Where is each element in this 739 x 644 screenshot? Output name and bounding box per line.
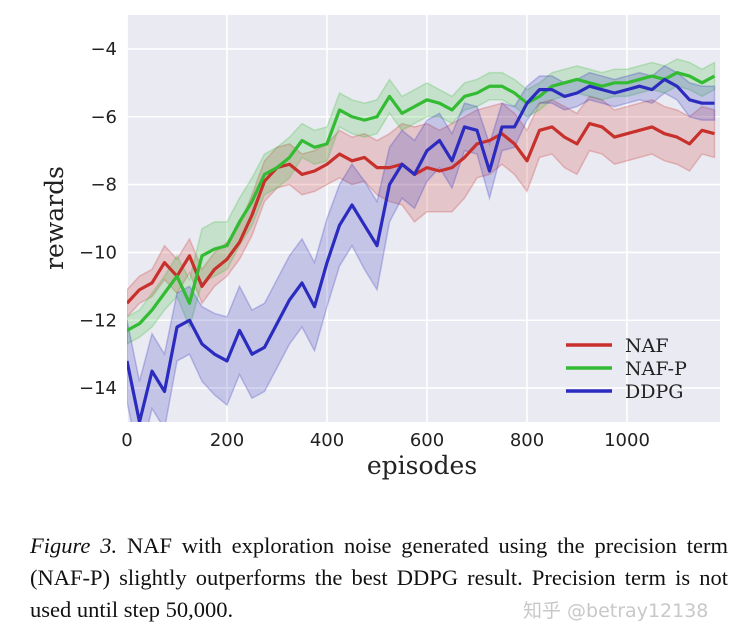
x-tick-label: 200	[210, 430, 244, 451]
legend-label: NAF-P	[625, 358, 687, 380]
y-tick-label: −14	[79, 378, 117, 399]
y-axis-label: rewards	[40, 166, 69, 270]
series-lines	[127, 71, 716, 422]
y-tick-label: −8	[90, 175, 117, 196]
line-naf-p	[127, 71, 716, 332]
y-tick-label: −10	[79, 242, 117, 263]
legend-label: DDPG	[625, 381, 683, 403]
legend-label: NAF	[625, 335, 669, 357]
x-tick-labels: 0 200 400 600 800 1000	[121, 430, 650, 451]
x-tick-label: 1000	[604, 430, 650, 451]
x-axis-label: episodes	[367, 451, 477, 480]
figure-label: Figure 3.	[30, 533, 118, 558]
line-naf	[127, 121, 715, 305]
x-tick-label: 600	[410, 430, 444, 451]
x-tick-label: 400	[310, 430, 344, 451]
y-tick-label: −6	[90, 107, 117, 128]
y-tick-label: −4	[90, 39, 117, 60]
reward-chart: −4 −6 −8 −10 −12 −14 0 200 400 600 800 1000 reward…	[40, 15, 720, 480]
line-ddpg	[127, 77, 715, 422]
watermark: 知乎 @betray12138	[523, 600, 709, 622]
x-tick-label: 0	[121, 430, 132, 451]
x-tick-label: 800	[510, 430, 544, 451]
caption-text: NAF with exploration noise generated usi…	[30, 533, 729, 622]
y-tick-label: −12	[79, 310, 117, 331]
grid	[126, 15, 720, 422]
y-tick-labels: −4 −6 −8 −10 −12 −14	[79, 39, 117, 399]
figure-caption: Figure 3. NAF with exploration noise gen…	[30, 530, 728, 626]
